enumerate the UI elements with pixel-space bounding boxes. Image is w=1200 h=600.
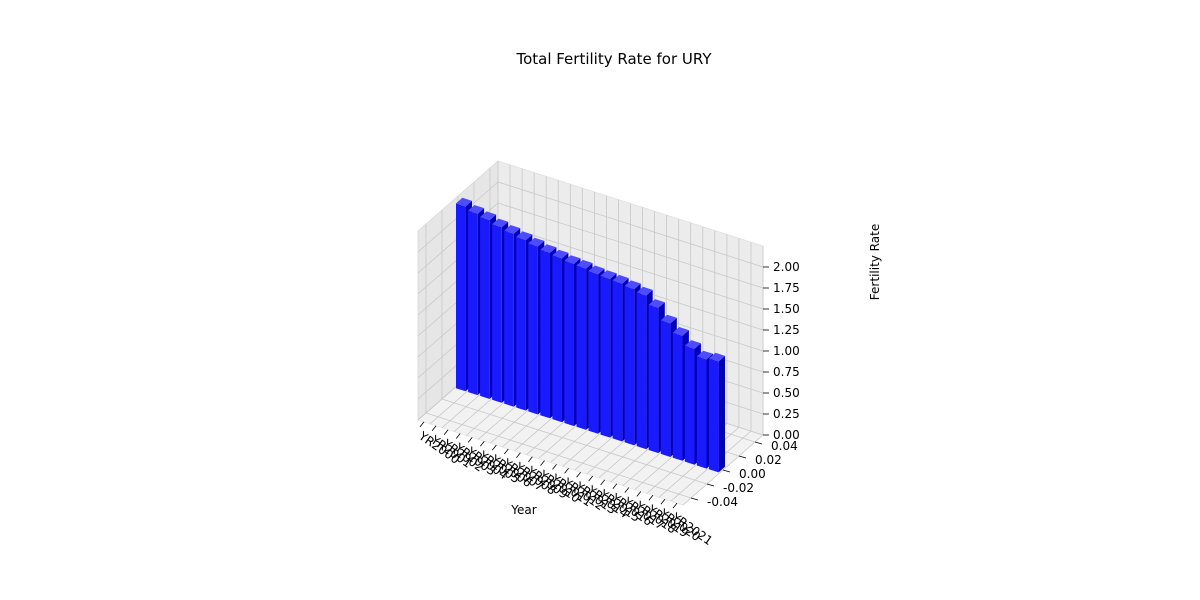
z-tick-label: 0.75 <box>773 365 800 379</box>
bar-top <box>709 352 725 362</box>
bar-front <box>612 280 623 442</box>
x-tick-mark <box>612 483 618 490</box>
x-tick-mark <box>552 464 557 470</box>
bar-front <box>648 304 659 454</box>
bar-top <box>588 265 605 275</box>
x-tick-mark <box>479 441 485 447</box>
bar-top <box>564 255 581 264</box>
bar-top <box>660 314 677 324</box>
x-tick-mark <box>576 471 581 478</box>
bar-side <box>718 355 725 473</box>
bar-front <box>576 265 587 430</box>
bar-top <box>516 231 533 241</box>
x-tick-mark <box>455 433 461 439</box>
x-tick-mark <box>564 468 569 474</box>
bar-front <box>504 230 514 407</box>
bar-front <box>709 358 719 473</box>
x-tick-mark <box>660 498 666 505</box>
y-tick-mark <box>722 469 731 473</box>
x-tick-mark <box>491 444 497 451</box>
bar-top <box>504 225 521 234</box>
bar-top <box>696 350 713 360</box>
bars-group <box>456 197 725 473</box>
bar-front <box>516 237 526 411</box>
z-tick-label: 1.25 <box>773 323 800 337</box>
bar-front <box>696 356 707 469</box>
y-tick-mark <box>690 497 699 501</box>
x-tick-mark <box>528 456 533 462</box>
bar-top <box>552 249 569 259</box>
grid-line-z-back <box>497 223 764 310</box>
z-tick-label: 1.75 <box>773 281 800 295</box>
z-tick-label: 0.50 <box>773 386 800 400</box>
z-tick-label: 1.50 <box>773 302 800 316</box>
bar-front <box>624 286 635 446</box>
x-tick-mark <box>516 452 521 459</box>
bar-top <box>480 211 497 221</box>
bar-front <box>684 345 695 465</box>
bar-front <box>492 224 502 403</box>
grid-line-y-floor <box>441 398 708 485</box>
y-tick-mark <box>754 441 763 445</box>
bar-front <box>468 210 478 396</box>
bar-front <box>564 260 574 427</box>
y-tick-label: 0.02 <box>755 453 782 467</box>
x-tick-mark <box>588 475 594 482</box>
bar-top <box>648 299 665 308</box>
x-axis-label: Year <box>510 503 536 517</box>
grid-line-y-floor <box>425 412 692 499</box>
bar-front <box>552 255 562 423</box>
bar-top <box>624 280 641 290</box>
bar-front <box>480 217 490 399</box>
bar-top <box>684 340 701 349</box>
x-tick-mark <box>636 491 642 497</box>
z-tick-label: 0.25 <box>773 407 800 421</box>
bar-top <box>672 327 689 336</box>
y-tick-label: 0.04 <box>771 439 798 453</box>
chart-title: Total Fertility Rate for URY <box>515 50 712 68</box>
bar-front <box>456 203 466 392</box>
y-tick-label: 0.00 <box>739 467 766 481</box>
y-tick-mark <box>738 455 747 459</box>
y-tick-label: -0.02 <box>723 481 754 495</box>
z-tick-label: 0.00 <box>773 428 800 442</box>
bar-front <box>636 292 647 450</box>
bar-YR2021 <box>709 352 725 473</box>
bar-top <box>456 197 472 207</box>
bar-front <box>540 249 550 419</box>
bar-top <box>576 259 593 269</box>
z-tick-label: 1.00 <box>773 344 800 358</box>
x-tick-mark <box>648 495 654 501</box>
bar-front <box>588 271 599 434</box>
x-tick-mark <box>600 479 606 486</box>
bar-top <box>612 274 629 284</box>
grid-line-z-back <box>497 181 764 268</box>
x-tick-mark <box>419 421 425 428</box>
x-tick-mark <box>540 460 545 466</box>
x-tick-mark <box>431 425 437 432</box>
x-tick-mark <box>443 429 449 435</box>
y-tick-label: -0.04 <box>707 495 738 509</box>
x-tick-mark <box>467 437 473 443</box>
bar-top <box>492 218 509 228</box>
y-tick-mark <box>706 483 715 487</box>
bar-front <box>660 320 671 457</box>
x-tick-mark <box>624 487 630 493</box>
x-tick-mark <box>672 502 678 509</box>
z-axis-label: Fertility Rate <box>868 224 882 300</box>
bar-top <box>468 205 485 214</box>
bar-front <box>672 332 683 461</box>
bar-top <box>540 244 557 253</box>
x-tick-mark <box>503 448 509 455</box>
bar-top <box>636 286 653 296</box>
grid-line-z-back <box>497 202 764 289</box>
bar-front <box>600 275 611 438</box>
bar-front <box>528 243 538 415</box>
bar-top <box>600 270 617 279</box>
z-tick-label: 2.00 <box>773 260 800 274</box>
bar-top <box>528 237 545 247</box>
